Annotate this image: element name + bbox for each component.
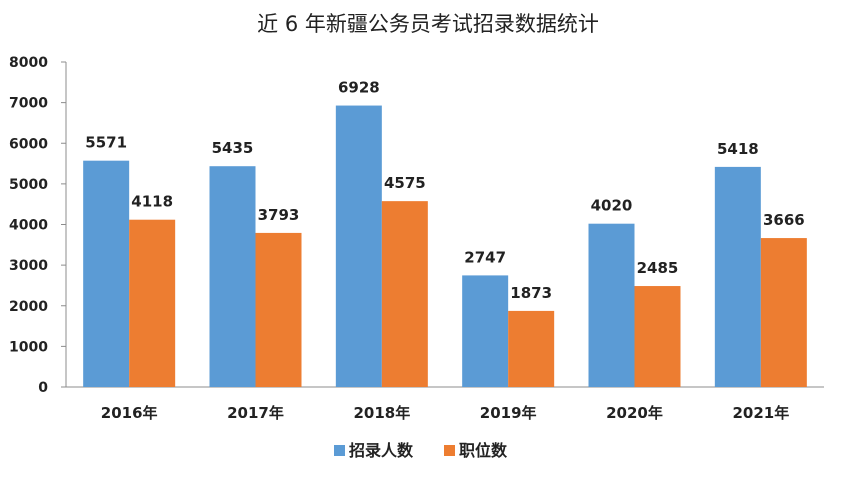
- x-axis: 2016年 2017年 2018年 2019年 2020年 2021年: [66, 386, 824, 422]
- data-label: 4118: [131, 193, 173, 211]
- y-tick-label: 2000: [9, 299, 48, 315]
- y-tick-label: 0: [38, 380, 48, 396]
- x-tick-label: 2019年: [480, 404, 537, 422]
- bar-recruits: [588, 223, 635, 387]
- bar-positions: [129, 219, 176, 387]
- x-tick-label: 2021年: [732, 404, 789, 422]
- bar-recruits: [209, 166, 256, 387]
- bar-recruits: [83, 160, 130, 387]
- bar-positions: [255, 232, 302, 387]
- x-tick-label: 2020年: [606, 404, 663, 422]
- bar-recruits: [462, 275, 509, 387]
- y-tick-label: 1000: [9, 339, 48, 355]
- y-tick-label: 4000: [9, 218, 48, 234]
- bar-recruits: [714, 166, 761, 387]
- y-tick-label: 5000: [9, 177, 48, 193]
- data-labels: 5571 5435 6928 2747 4020 5418 4118 3793 4575 1873…: [85, 79, 804, 302]
- data-label: 5435: [212, 139, 254, 157]
- data-label: 3666: [763, 211, 805, 229]
- bar-recruits: [335, 105, 382, 388]
- legend: 招录人数 职位数: [334, 441, 508, 460]
- legend-swatch: [334, 445, 345, 456]
- bars: [83, 105, 807, 388]
- bar-positions: [508, 310, 555, 387]
- y-tick-label: 6000: [9, 136, 48, 152]
- bar-positions: [381, 201, 428, 387]
- data-label: 2747: [464, 248, 506, 266]
- data-label: 5418: [717, 140, 759, 158]
- legend-label: 招录人数: [349, 441, 414, 460]
- x-tick-label: 2016年: [101, 404, 158, 422]
- data-label: 2485: [637, 259, 679, 277]
- data-label: 6928: [338, 79, 380, 97]
- bar-positions: [760, 238, 807, 387]
- chart-title: 近 6 年新疆公务员考试招录数据统计: [257, 12, 599, 36]
- data-label: 4020: [591, 197, 633, 215]
- legend-swatch: [444, 445, 455, 456]
- x-tick-label: 2018年: [353, 404, 410, 422]
- y-axis: 0 1000 2000 3000 4000 5000 6000 7000 8000: [9, 55, 67, 396]
- data-label: 5571: [85, 134, 127, 152]
- legend-label: 职位数: [459, 441, 508, 460]
- data-label: 4575: [384, 174, 426, 192]
- data-label: 1873: [510, 284, 552, 302]
- x-tick-label: 2017年: [227, 404, 284, 422]
- y-tick-label: 8000: [9, 55, 48, 71]
- bar-positions: [634, 286, 681, 387]
- data-label: 3793: [258, 206, 300, 224]
- y-tick-label: 3000: [9, 258, 48, 274]
- y-tick-label: 7000: [9, 96, 48, 112]
